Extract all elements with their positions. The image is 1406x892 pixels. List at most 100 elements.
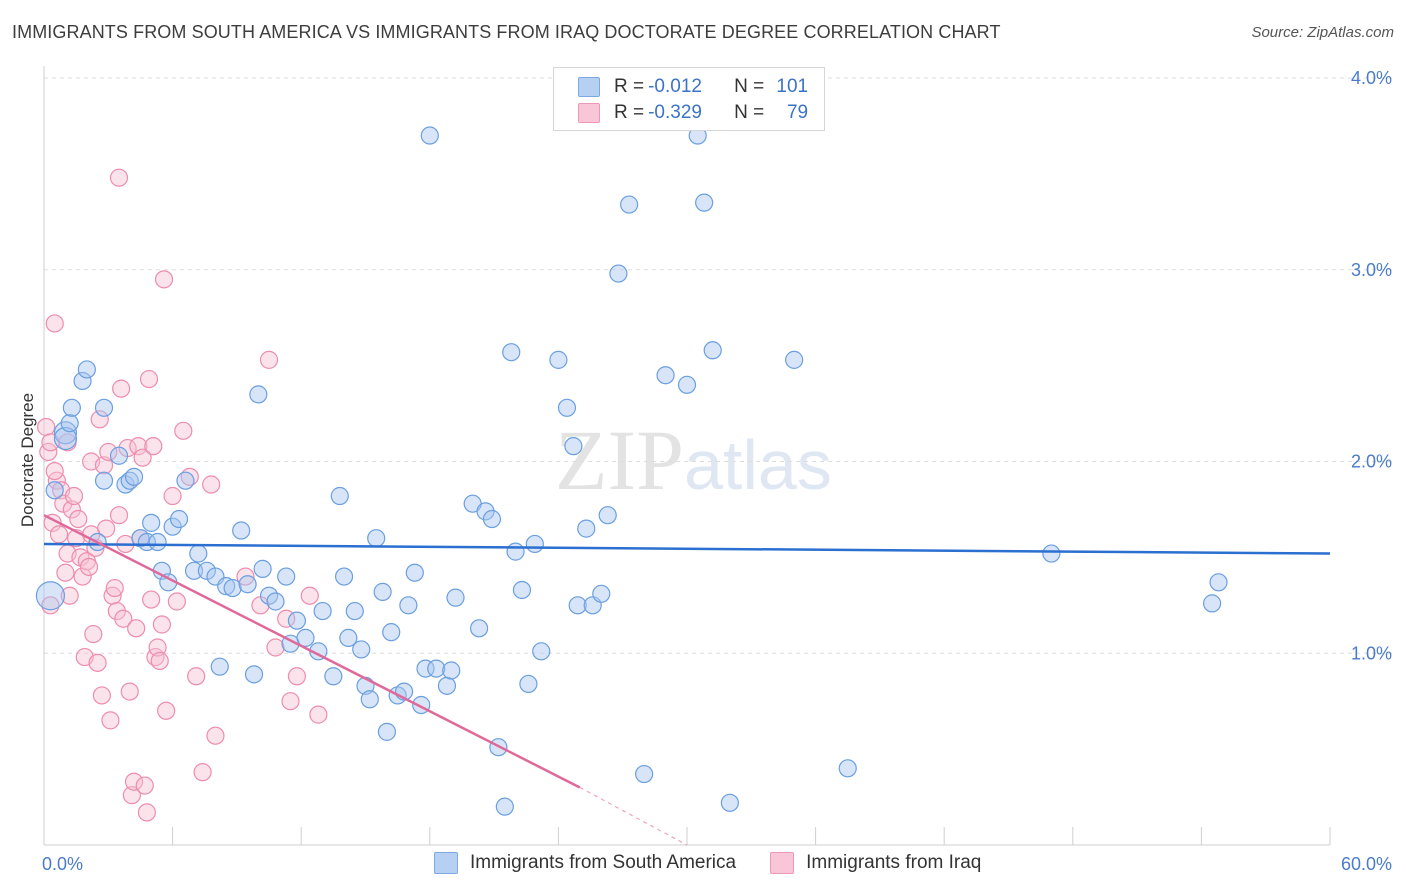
point-south-america [109,446,129,465]
point-south-america [77,360,96,379]
point-south-america [35,581,66,611]
source-label: Source: ZipAtlas.com [1251,24,1394,41]
point-south-america [420,126,439,145]
series-swatch-south-america [434,852,458,874]
legend-row-iraq: R = -0.329 N = 79 [578,102,808,124]
point-south-america [519,674,538,694]
point-south-america [53,426,78,451]
point-iraq [137,803,156,822]
point-iraq [139,369,159,389]
point-south-america [525,534,544,554]
point-iraq [174,421,193,440]
point-iraq [259,350,279,369]
point-iraq [135,776,154,795]
point-south-america [210,657,229,676]
point-iraq [112,379,131,398]
point-south-america [124,467,144,486]
point-south-america [60,414,79,433]
watermark: ZIPatlas [555,410,832,510]
point-south-america [469,619,489,638]
point-south-america [176,471,195,490]
point-iraq [187,667,206,686]
legend-r-value: -0.012 [648,76,702,97]
watermark-atlas: atlas [684,426,832,504]
point-south-america [373,582,392,601]
trendline-iraq-extension [579,786,688,846]
legend-n-label: N = [734,76,765,97]
point-south-america [442,661,461,680]
point-iraq [45,314,64,333]
point-south-america [557,398,577,417]
correlation-legend: R = -0.012 N = 101 R = -0.329 N = 79 [553,67,825,131]
series-legend-iraq: Immigrants from Iraq [770,852,981,874]
point-iraq [266,638,285,657]
point-south-america [339,628,358,648]
point-iraq [45,461,64,481]
point-south-america [94,398,114,417]
series-label-iraq: Immigrants from Iraq [806,852,982,873]
x-tick-label: 60.0% [1341,854,1392,874]
point-iraq [114,609,133,628]
y-tick-label: 3.0% [1351,260,1392,280]
point-iraq [37,417,56,437]
legend-r-label: R = [614,76,645,97]
point-iraq [105,578,124,598]
point-south-america [367,529,386,548]
point-south-america [532,642,551,661]
point-iraq [94,456,114,475]
legend-n-label: N = [734,102,765,123]
point-iraq [133,448,152,467]
point-iraq [69,509,88,529]
point-south-america [568,596,587,615]
point-south-america [223,578,242,598]
point-south-america [399,596,418,615]
point-south-america [703,341,722,360]
point-iraq [129,437,148,456]
point-iraq [101,711,120,730]
legend-r-label: R = [614,102,645,123]
y-tick-label: 1.0% [1351,643,1392,663]
point-south-america [695,193,714,212]
point-iraq [120,682,139,701]
legend-swatch-south-america [578,77,600,97]
point-south-america [244,665,264,684]
point-south-america [502,343,521,362]
x-tick-label: 0.0% [42,854,83,874]
point-south-america [427,659,446,678]
point-south-america [564,437,583,456]
point-south-america [405,563,424,582]
point-south-america [313,601,332,621]
series-legend-south-america: Immigrants from South America [434,852,736,874]
point-south-america [512,580,532,600]
point-south-america [838,759,857,778]
legend-r-value: -0.329 [648,102,702,123]
point-south-america [345,601,364,621]
point-south-america [53,421,78,445]
point-iraq [99,442,118,462]
point-iraq [92,686,111,705]
point-south-america [577,519,596,538]
point-south-america [277,567,296,586]
point-iraq [84,624,103,644]
point-south-america [253,559,272,578]
point-south-america [549,350,568,369]
point-south-america [437,676,457,695]
point-south-america [506,542,525,561]
point-south-america [720,793,739,812]
y-tick-label: 4.0% [1351,68,1392,88]
point-south-america [287,611,307,630]
point-south-america [592,584,611,603]
point-south-america [266,592,285,611]
trendline-south-america [43,542,1331,555]
point-south-america [249,385,268,404]
point-iraq [79,557,99,577]
point-iraq [64,486,84,506]
point-south-america [334,567,354,586]
point-iraq [300,586,319,605]
point-iraq [157,701,176,720]
point-south-america [189,544,208,563]
point-south-america [1203,594,1222,613]
legend-row-south-america: R = -0.012 N = 101 [578,76,808,98]
point-iraq [148,638,167,657]
point-south-america [148,532,167,552]
